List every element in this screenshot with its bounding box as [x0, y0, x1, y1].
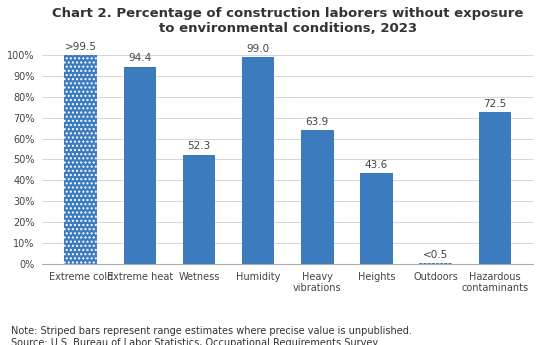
Text: Note: Striped bars represent range estimates where precise value is unpublished.: Note: Striped bars represent range estim…	[11, 326, 412, 336]
Bar	[479, 112, 511, 264]
Bar	[64, 55, 97, 264]
Text: 72.5: 72.5	[483, 99, 506, 109]
Bar	[419, 263, 452, 264]
Text: 99.0: 99.0	[247, 44, 270, 54]
Bar	[242, 57, 274, 264]
Text: <0.5: <0.5	[423, 250, 448, 260]
Bar	[123, 67, 156, 264]
Bar	[64, 55, 97, 264]
Bar	[360, 173, 393, 264]
Text: 43.6: 43.6	[365, 160, 388, 170]
Text: 52.3: 52.3	[187, 141, 210, 151]
Text: >99.5: >99.5	[65, 42, 97, 52]
Bar	[183, 155, 215, 264]
Bar	[419, 263, 452, 264]
Bar	[301, 130, 334, 264]
Text: 94.4: 94.4	[128, 53, 151, 63]
Text: 63.9: 63.9	[306, 117, 329, 127]
Text: Source: U.S. Bureau of Labor Statistics, Occupational Requirements Survey: Source: U.S. Bureau of Labor Statistics,…	[11, 338, 378, 345]
Title: Chart 2. Percentage of construction laborers without exposure
to environmental c: Chart 2. Percentage of construction labo…	[52, 7, 524, 35]
